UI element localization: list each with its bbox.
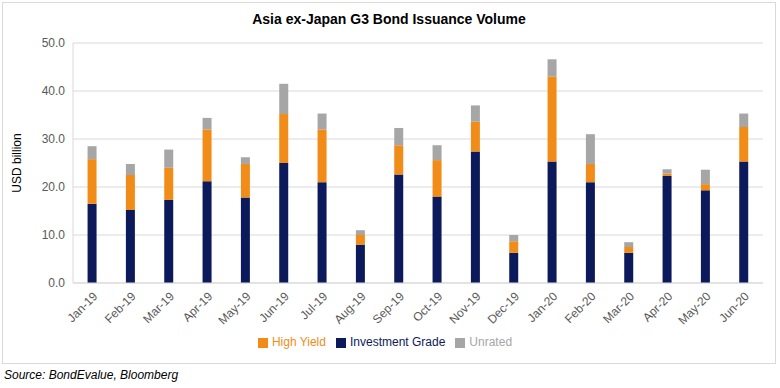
svg-text:10.0: 10.0	[42, 228, 66, 242]
svg-text:May-20: May-20	[675, 289, 713, 327]
svg-text:Jul-19: Jul-19	[297, 289, 330, 322]
svg-text:Feb-20: Feb-20	[562, 289, 599, 326]
svg-text:Aug-19: Aug-19	[331, 289, 368, 326]
html-text:Investment Grade: Investment Grade	[350, 335, 446, 349]
svg-text:30.0: 30.0	[42, 132, 66, 146]
html-text:Source: BondEvalue, Bloomberg: Source: BondEvalue, Bloomberg	[4, 368, 179, 382]
svg-text:USD billion: USD billion	[10, 133, 24, 192]
html-text:Asia ex-Japan G3 Bond Issuance: Asia ex-Japan G3 Bond Issuance Volume	[252, 11, 526, 27]
svg-text:Jan-19: Jan-19	[64, 289, 100, 325]
svg-text:0.0: 0.0	[48, 276, 65, 290]
svg-text:20.0: 20.0	[42, 180, 66, 194]
svg-text:Jan-20: Jan-20	[524, 289, 560, 325]
svg-text:May-19: May-19	[215, 289, 253, 327]
svg-text:Mar-20: Mar-20	[600, 289, 637, 326]
svg-text:Oct-19: Oct-19	[410, 289, 446, 325]
svg-text:Sep-19: Sep-19	[370, 289, 407, 326]
html-text:High Yield: High Yield	[271, 335, 326, 349]
svg-text:40.0: 40.0	[42, 84, 66, 98]
svg-text:Apr-20: Apr-20	[640, 289, 676, 325]
svg-text:50.0: 50.0	[42, 36, 66, 50]
svg-text:Apr-19: Apr-19	[180, 289, 216, 325]
svg-text:Jun-19: Jun-19	[256, 289, 292, 325]
svg-text:Mar-19: Mar-19	[140, 289, 177, 326]
svg-text:Jun-20: Jun-20	[716, 289, 752, 325]
svg-text:Nov-19: Nov-19	[446, 289, 483, 326]
svg-text:Feb-19: Feb-19	[102, 289, 139, 326]
svg-text:Dec-19: Dec-19	[485, 289, 522, 326]
html-text:Unrated: Unrated	[469, 335, 513, 349]
